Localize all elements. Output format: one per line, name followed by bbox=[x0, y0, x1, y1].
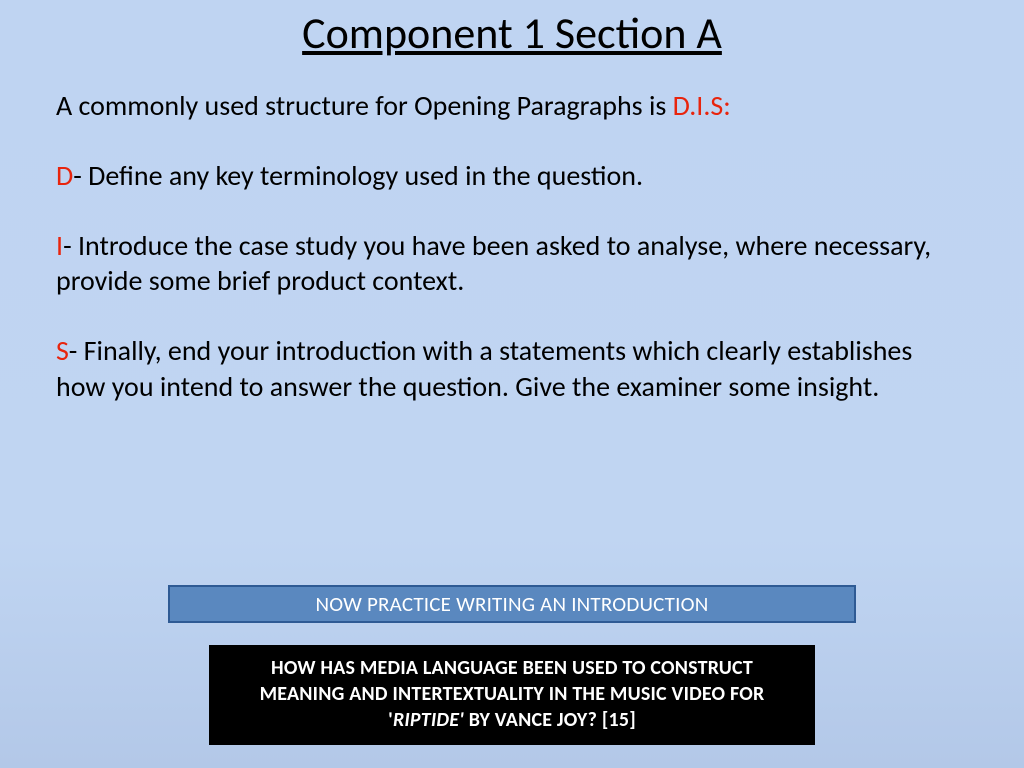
body-text: A commonly used structure for Opening Pa… bbox=[0, 60, 1024, 405]
bullet-text: - Introduce the case study you have been… bbox=[56, 228, 931, 299]
practice-text: NOW PRACTICE WRITING AN INTRODUCTION bbox=[316, 591, 709, 617]
piano-black-key bbox=[84, 668, 98, 718]
piano-white-key bbox=[46, 668, 69, 752]
bullet-d: D- Define any key terminology used in th… bbox=[56, 158, 968, 194]
bullet-text: - Define any key terminology used in the… bbox=[73, 158, 643, 193]
piano-white-key bbox=[68, 668, 91, 752]
piano-black-key bbox=[971, 668, 985, 718]
bullet-letter: D bbox=[56, 158, 73, 193]
piano-white-key bbox=[23, 668, 46, 752]
piano-black-key bbox=[880, 668, 894, 718]
question-italic: RIPTIDE' bbox=[393, 708, 464, 732]
piano-white-key bbox=[980, 668, 1003, 752]
piano-white-key bbox=[820, 668, 843, 752]
bullet-text: - Finally, end your introduction with a … bbox=[56, 333, 912, 404]
intro-highlight: D.I.S: bbox=[673, 88, 731, 123]
practice-callout: NOW PRACTICE WRITING AN INTRODUCTION bbox=[168, 585, 856, 623]
piano-black-key bbox=[926, 668, 940, 718]
piano-white-key bbox=[888, 668, 911, 752]
piano-black-key bbox=[107, 668, 121, 718]
piano-white-key bbox=[957, 668, 980, 752]
piano-white-key bbox=[934, 668, 957, 752]
piano-white-key bbox=[114, 668, 137, 752]
piano-black-key bbox=[175, 668, 189, 718]
intro-line: A commonly used structure for Opening Pa… bbox=[56, 88, 968, 124]
piano-white-key bbox=[0, 668, 23, 752]
piano-white-key bbox=[1002, 668, 1024, 752]
piano-white-key bbox=[137, 668, 160, 752]
piano-black-key bbox=[39, 668, 53, 718]
piano-black-key bbox=[16, 668, 30, 718]
piano-black-key bbox=[835, 668, 849, 718]
piano-white-key bbox=[843, 668, 866, 752]
intro-prefix: A commonly used structure for Opening Pa… bbox=[56, 88, 673, 123]
piano-white-key bbox=[159, 668, 182, 752]
bullet-i: I- Introduce the case study you have bee… bbox=[56, 228, 968, 300]
piano-black-key bbox=[130, 668, 144, 718]
piano-white-key bbox=[911, 668, 934, 752]
piano-base bbox=[0, 752, 1024, 768]
bullet-letter: I bbox=[56, 228, 63, 263]
slide: Component 1 Section A A commonly used st… bbox=[0, 0, 1024, 768]
piano-black-key bbox=[903, 668, 917, 718]
piano-white-key bbox=[182, 668, 205, 752]
piano-white-key bbox=[91, 668, 114, 752]
bullet-letter: S bbox=[56, 333, 69, 368]
piano-white-key bbox=[866, 668, 889, 752]
bullet-s: S- Finally, end your introduction with a… bbox=[56, 333, 968, 405]
page-title: Component 1 Section A bbox=[0, 0, 1024, 60]
piano-black-key bbox=[994, 668, 1008, 718]
question-callout: HOW HAS MEDIA LANGUAGE BEEN USED TO CONS… bbox=[209, 645, 815, 745]
question-post: BY VANCE JOY? [15] bbox=[464, 708, 636, 732]
